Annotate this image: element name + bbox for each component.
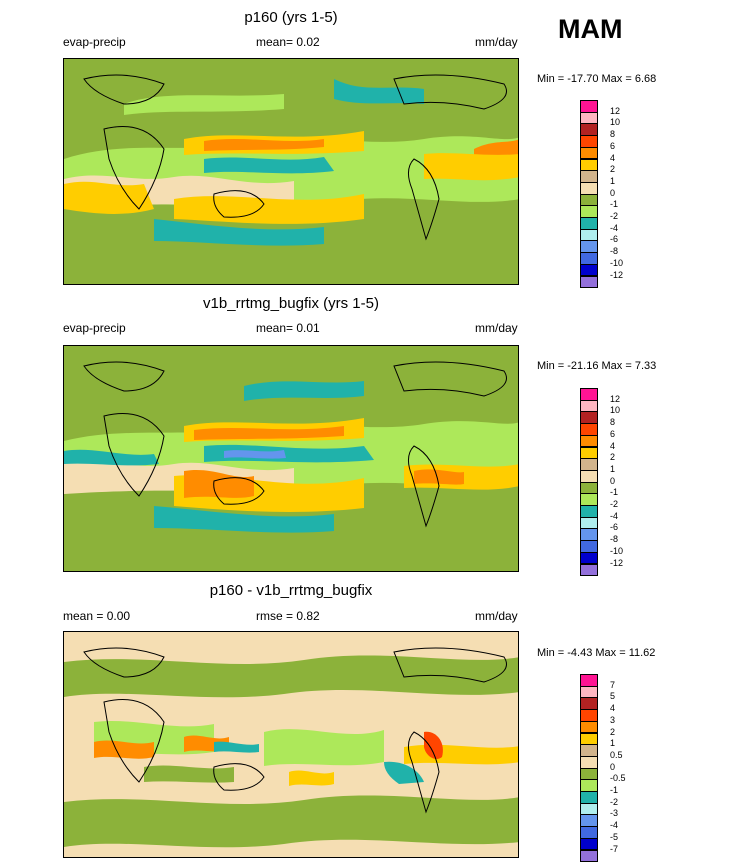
colorbar-label: 10 bbox=[610, 117, 621, 128]
panel-3-mean: mean = 0.00 bbox=[63, 609, 131, 623]
panel-2-map bbox=[63, 345, 519, 572]
colorbar-swatch bbox=[580, 849, 598, 863]
colorbar-label: -5 bbox=[610, 831, 619, 842]
colorbar-label: 3 bbox=[610, 714, 616, 725]
colorbar-label: 8 bbox=[610, 129, 616, 140]
colorbar-label: -12 bbox=[610, 269, 624, 280]
panel-3-units: mm/day bbox=[475, 609, 518, 623]
colorbar-label: 5 bbox=[610, 691, 616, 702]
colorbar-label: -7 bbox=[610, 843, 619, 854]
colorbar-label: 2 bbox=[610, 726, 616, 737]
colorbar-label: 12 bbox=[610, 105, 621, 116]
colorbar-label: 4 bbox=[610, 440, 616, 451]
colorbar-swatch bbox=[580, 563, 598, 577]
colorbar-label: 0.5 bbox=[610, 749, 623, 760]
panel-1-mean: mean= 0.02 bbox=[256, 35, 320, 49]
colorbar-label: 4 bbox=[610, 152, 616, 163]
colorbar-label: 6 bbox=[610, 140, 616, 151]
colorbar-label: -12 bbox=[610, 557, 624, 568]
colorbar-label: 10 bbox=[610, 405, 621, 416]
panel-2-min-max: Min = -21.16 Max = 7.33 bbox=[537, 360, 657, 372]
colorbar-label: -8 bbox=[610, 246, 619, 257]
colorbar-label: 0 bbox=[610, 475, 616, 486]
panel-2-mean: mean= 0.01 bbox=[256, 321, 320, 335]
panel-1-title: p160 (yrs 1-5) bbox=[244, 9, 338, 26]
colorbar-label: 1 bbox=[610, 175, 616, 186]
colorbar-label: -10 bbox=[610, 545, 624, 556]
colorbar-label: -4 bbox=[610, 820, 619, 831]
colorbar-label: -8 bbox=[610, 534, 619, 545]
season-label: MAM bbox=[558, 14, 623, 44]
colorbar-label: -3 bbox=[610, 808, 619, 819]
colorbar-label: 2 bbox=[610, 164, 616, 175]
colorbar-label: -2 bbox=[610, 499, 619, 509]
panel-3-map bbox=[63, 631, 519, 858]
panel-2-title: v1b_rrtmg_bugfix (yrs 1-5) bbox=[203, 295, 379, 312]
colorbar-label: 0 bbox=[610, 761, 616, 772]
panel-3-rmse: rmse = 0.82 bbox=[256, 609, 320, 623]
colorbar-label: 7 bbox=[610, 679, 616, 690]
colorbar-label: -2 bbox=[610, 796, 619, 807]
panel-1-min-max: Min = -17.70 Max = 6.68 bbox=[537, 73, 657, 85]
colorbar-label: 6 bbox=[610, 428, 616, 439]
colorbar-label: -1 bbox=[610, 785, 619, 795]
colorbar-label: -1 bbox=[610, 199, 619, 210]
colorbar-label: -4 bbox=[610, 222, 619, 233]
panel-2-variable: evap-precip bbox=[63, 321, 126, 335]
colorbar-label: -4 bbox=[610, 510, 619, 521]
colorbar-label: 8 bbox=[610, 417, 616, 428]
panel-1-variable: evap-precip bbox=[63, 35, 126, 49]
colorbar-label: -6 bbox=[610, 522, 619, 533]
colorbar-label: 2 bbox=[610, 452, 616, 463]
colorbar-label: -0.5 bbox=[610, 773, 626, 784]
colorbar-label: 4 bbox=[610, 703, 616, 714]
colorbar-label: -1 bbox=[610, 487, 619, 498]
colorbar-label: 0 bbox=[610, 187, 616, 198]
panel-2-units: mm/day bbox=[475, 321, 518, 335]
colorbar-label: 1 bbox=[610, 738, 616, 749]
panel-3-min-max: Min = -4.43 Max = 11.62 bbox=[537, 647, 656, 659]
colorbar-label: 12 bbox=[610, 393, 621, 404]
panel-1-map bbox=[63, 58, 519, 285]
panel-3-title: p160 - v1b_rrtmg_bugfix bbox=[209, 582, 373, 599]
colorbar-label: -2 bbox=[610, 211, 619, 221]
colorbar-label: -10 bbox=[610, 257, 624, 268]
colorbar-label: 1 bbox=[610, 463, 616, 474]
colorbar-label: -6 bbox=[610, 234, 619, 245]
panel-1-units: mm/day bbox=[475, 35, 518, 49]
colorbar-swatch bbox=[580, 275, 598, 289]
